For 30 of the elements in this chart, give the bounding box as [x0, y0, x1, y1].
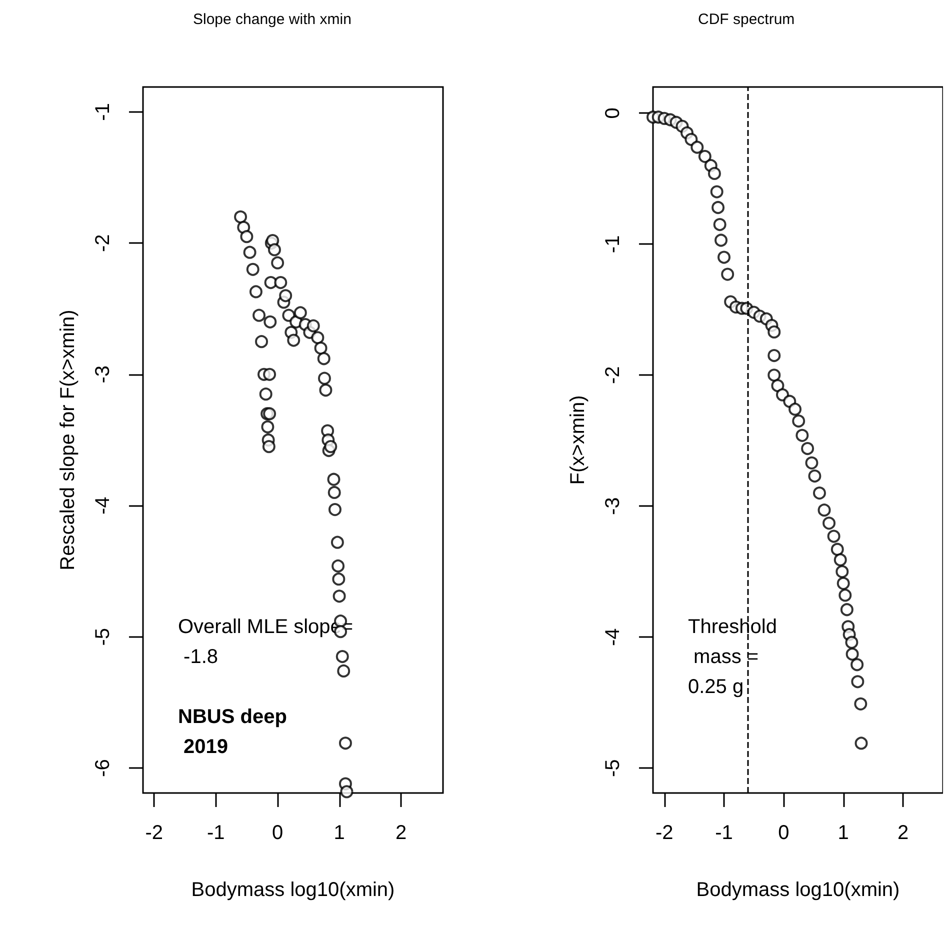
y-tick-label: -3 [602, 497, 624, 516]
y-tick-label: -5 [92, 628, 114, 646]
y-tick-label: -1 [92, 103, 114, 121]
y-tick-label: -1 [602, 235, 624, 254]
y-tick-label: -6 [92, 759, 114, 777]
x-tick-label: -1 [715, 822, 733, 844]
x-tick-label: 1 [334, 822, 345, 844]
x-tick-label: -1 [206, 822, 225, 844]
annotation: NBUS deep 2019 [178, 706, 287, 758]
x-axis-title: Bodymass log10(xmin) [191, 879, 395, 901]
y-tick-label: 0 [602, 108, 624, 119]
x-tick-label: 0 [778, 822, 790, 844]
x-tick-label: 0 [272, 822, 284, 844]
y-tick-label: -3 [92, 365, 114, 384]
x-axis-title: Bodymass log10(xmin) [696, 879, 900, 901]
y-tick-label: -2 [602, 366, 624, 384]
chart-title: Slope change with xmin [193, 11, 352, 28]
x-tick-label: 1 [838, 822, 849, 844]
y-tick-label: -4 [602, 628, 624, 646]
annotation: Threshold mass = 0.25 g [688, 616, 777, 698]
x-tick-label: -2 [145, 822, 164, 844]
x-tick-label: 2 [897, 822, 909, 844]
x-tick-label: 2 [395, 822, 407, 844]
y-axis-title: Rescaled slope for F(x>xmin) [57, 310, 79, 570]
y-tick-label: -5 [602, 759, 624, 778]
y-tick-label: -2 [92, 234, 114, 252]
chart-title: CDF spectrum [698, 11, 795, 28]
y-tick-label: -4 [92, 496, 114, 515]
x-tick-label: -2 [655, 822, 674, 844]
y-axis-title: F(x>xmin) [567, 395, 589, 485]
